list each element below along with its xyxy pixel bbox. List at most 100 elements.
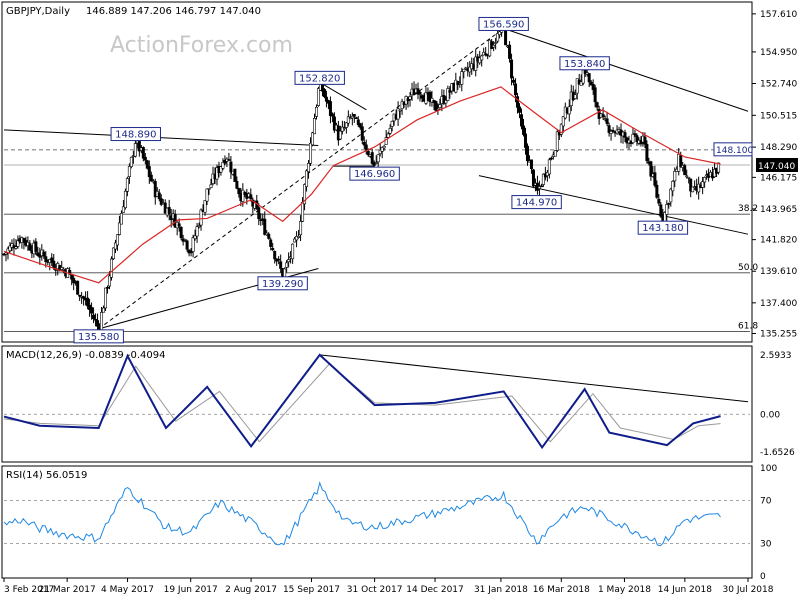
candle-body xyxy=(82,296,86,299)
swing-label-box xyxy=(511,195,562,210)
level-tag-label: 148.100 xyxy=(716,146,753,156)
candle-body xyxy=(314,106,318,117)
candle-body xyxy=(316,88,320,106)
candle-body xyxy=(685,175,689,178)
candle-body xyxy=(257,207,261,219)
candle-body xyxy=(657,198,661,204)
candle-body xyxy=(462,68,466,73)
candle-body xyxy=(203,200,207,213)
candle-body xyxy=(514,83,518,96)
candle-body xyxy=(520,114,524,127)
candle-body xyxy=(249,194,253,200)
candle-body xyxy=(133,143,137,157)
candle-body xyxy=(428,91,432,103)
candle-body xyxy=(119,213,123,225)
candle-body xyxy=(309,142,313,164)
candle-body xyxy=(659,204,663,217)
candle-body xyxy=(115,234,119,246)
x-axis-label: 30 Jul 2018 xyxy=(723,585,774,595)
candle-body xyxy=(111,247,115,260)
candle-body xyxy=(183,239,187,241)
candle-body xyxy=(293,238,297,243)
swing-label: 135.580 xyxy=(78,332,119,343)
swing-label: 146.960 xyxy=(354,169,395,180)
candle-body xyxy=(396,108,400,120)
rsi-plot xyxy=(3,481,750,547)
candle-body xyxy=(191,237,195,252)
candle-body xyxy=(44,256,48,262)
candle-body xyxy=(518,106,522,113)
candle-body xyxy=(107,275,111,287)
candle-body xyxy=(340,126,344,132)
candle-body xyxy=(448,90,452,93)
candle-body xyxy=(635,135,639,143)
candle-body xyxy=(34,241,38,252)
x-axis-label: 14 Dec 2017 xyxy=(406,585,464,595)
candle-body xyxy=(185,240,189,250)
candle-body xyxy=(444,100,448,104)
swing-label: 143.180 xyxy=(642,223,683,234)
candle-body xyxy=(356,119,360,126)
candle-body xyxy=(633,133,637,135)
candle-body xyxy=(561,116,565,127)
candle-body xyxy=(653,172,657,186)
rsi-axis-label: 30 xyxy=(760,540,772,550)
candle-body xyxy=(121,206,125,213)
candle-body xyxy=(591,83,595,90)
candle-body xyxy=(285,262,289,268)
chart-ohlc: 146.889 147.206 146.797 147.040 xyxy=(86,6,261,17)
candle-body xyxy=(378,149,382,155)
candle-body xyxy=(523,133,527,148)
candle-body xyxy=(235,181,239,189)
candle-body xyxy=(301,202,305,222)
candle-body xyxy=(342,127,346,129)
candle-body xyxy=(197,225,201,228)
candle-body xyxy=(229,161,233,173)
candle-body xyxy=(555,131,559,151)
candle-body xyxy=(623,132,627,138)
candle-body xyxy=(587,73,591,83)
candle-body xyxy=(510,59,514,79)
fib-label: 38.2 xyxy=(738,204,758,214)
candle-body xyxy=(100,312,104,333)
candle-body xyxy=(382,145,386,149)
candle-body xyxy=(305,170,309,187)
swing-label: 148.890 xyxy=(115,130,156,141)
swing-label-box xyxy=(257,276,308,291)
price-axis-label: 146.175 xyxy=(760,173,797,183)
price-axis-label: 137.400 xyxy=(760,299,797,309)
candle-body xyxy=(322,89,326,98)
candle-body xyxy=(344,122,348,128)
level-tag-box xyxy=(713,142,753,157)
candle-body xyxy=(267,233,271,239)
candle-body xyxy=(645,144,649,161)
candle-body xyxy=(673,170,677,182)
swing-label-box xyxy=(637,220,689,235)
candle-body xyxy=(541,173,545,185)
candle-body xyxy=(474,56,478,71)
candle-body xyxy=(127,166,131,177)
candle-body xyxy=(332,116,336,131)
candle-body xyxy=(352,114,356,117)
candle-body xyxy=(665,204,669,215)
candle-body xyxy=(143,156,147,161)
candle-body xyxy=(109,258,113,278)
swing-label: 156.590 xyxy=(483,19,524,30)
candle-body xyxy=(687,176,691,179)
candle-body xyxy=(241,189,245,202)
candle-body xyxy=(299,221,303,236)
candle-body xyxy=(386,133,390,138)
trendline xyxy=(503,27,749,112)
candle-body xyxy=(223,159,227,164)
price-panel-frame xyxy=(1,1,753,343)
swing-label: 152.820 xyxy=(299,73,340,84)
candle-body xyxy=(512,79,516,83)
price-axis-label: 139.610 xyxy=(760,267,797,277)
candle-body xyxy=(521,125,525,135)
watermark: ActionForex.com xyxy=(110,33,293,58)
candle-body xyxy=(691,186,695,193)
candle-body xyxy=(416,88,420,95)
candle-body xyxy=(643,136,647,145)
candle-body xyxy=(717,162,721,173)
candle-body xyxy=(117,222,121,235)
